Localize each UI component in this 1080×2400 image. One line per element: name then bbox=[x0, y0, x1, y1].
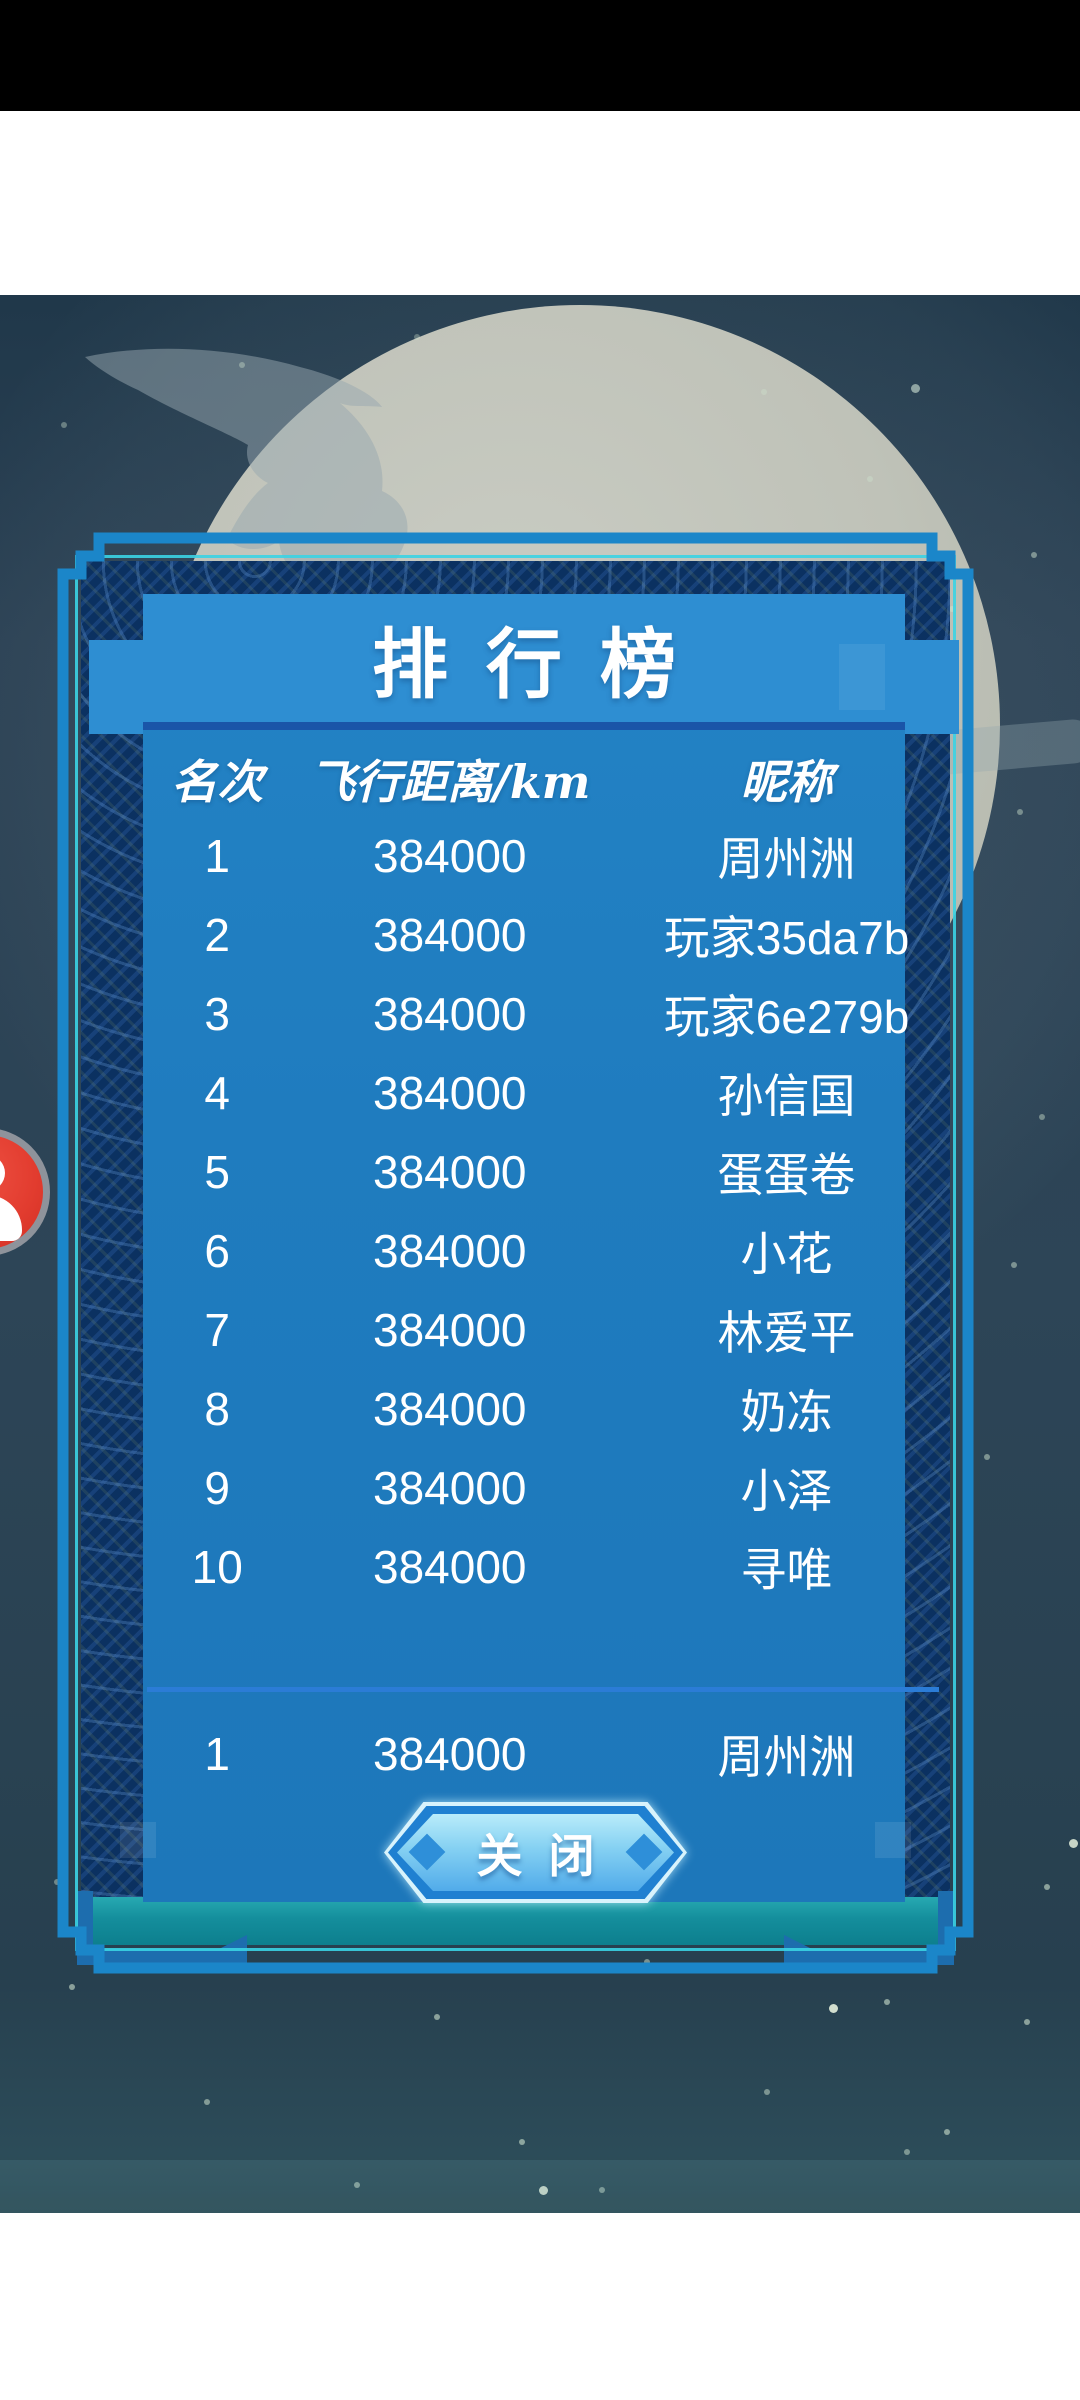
nickname-cell: 蛋蛋卷 bbox=[717, 1148, 856, 1201]
rank-cell: 2 bbox=[204, 908, 231, 961]
leaderboard-panel: 排行榜 名次 飞行距离/km 昵称 1 384000 周州洲 2 384000 … bbox=[51, 531, 980, 1975]
stars-bright bbox=[0, 295, 7, 302]
rank-cell: 4 bbox=[204, 1066, 231, 1119]
nickname-cell: 孙信国 bbox=[717, 1069, 856, 1122]
leaderboard-rows: 1 384000 周州洲 2 384000 玩家35da7b 3 384000 … bbox=[143, 816, 910, 1606]
leaderboard-content: 排行榜 名次 飞行距离/km 昵称 1 384000 周州洲 2 384000 … bbox=[89, 594, 959, 1902]
distance-cell: 384000 bbox=[373, 829, 527, 882]
distance-cell: 384000 bbox=[373, 1540, 527, 1593]
header-rank: 名次 bbox=[171, 755, 264, 809]
distance-cell: 384000 bbox=[373, 908, 527, 961]
rank-cell: 3 bbox=[204, 987, 231, 1040]
nickname-cell: 玩家6e279b bbox=[663, 990, 910, 1043]
rank-cell: 1 bbox=[204, 829, 231, 882]
table-header-row: 名次 飞行距离/km 昵称 bbox=[143, 742, 905, 816]
nickname-cell: 寻唯 bbox=[740, 1543, 833, 1596]
user-icon bbox=[0, 1155, 5, 1191]
distance-cell: 384000 bbox=[373, 987, 527, 1040]
corner-artifact-left bbox=[120, 1822, 156, 1858]
close-button[interactable]: 关闭 bbox=[384, 1802, 687, 1903]
header-band-step bbox=[839, 644, 885, 710]
user-icon-torso bbox=[0, 1195, 22, 1241]
rank-cell: 10 bbox=[191, 1540, 243, 1593]
header-separator bbox=[143, 722, 905, 730]
table-row: 5 384000 蛋蛋卷 bbox=[143, 1132, 905, 1211]
cloud-swirl bbox=[85, 348, 408, 590]
distance-cell: 384000 bbox=[373, 1461, 527, 1514]
header-distance: 飞行距离/km bbox=[309, 755, 591, 809]
table-row: 8 384000 奶冻 bbox=[143, 1369, 905, 1448]
table-row: 2 384000 玩家35da7b bbox=[143, 895, 909, 974]
nickname-cell: 周州洲 bbox=[717, 1730, 856, 1783]
table-row: 4 384000 孙信国 bbox=[143, 1053, 905, 1132]
panel-stepped-outline bbox=[57, 532, 974, 1974]
table-row: 3 384000 玩家6e279b bbox=[143, 974, 909, 1053]
distance-cell: 384000 bbox=[373, 1145, 527, 1198]
corner-artifact-right bbox=[875, 1822, 911, 1858]
panel-cyan-line bbox=[75, 555, 956, 1951]
table-row: 7 384000 林爱平 bbox=[143, 1290, 905, 1369]
distance-cell: 384000 bbox=[373, 1382, 527, 1435]
nickname-cell: 奶冻 bbox=[740, 1385, 833, 1438]
status-bar bbox=[0, 0, 1080, 111]
leaderboard-header-band: 排行榜 bbox=[89, 594, 959, 734]
header-nickname: 昵称 bbox=[740, 755, 833, 809]
leaderboard-title: 排行榜 bbox=[372, 620, 714, 709]
rank-cell: 8 bbox=[204, 1382, 231, 1435]
nickname-cell: 周州洲 bbox=[717, 832, 856, 885]
distance-cell: 384000 bbox=[373, 1303, 527, 1356]
nickname-cell: 小泽 bbox=[740, 1464, 833, 1517]
horizon-band bbox=[0, 2160, 1080, 2213]
table-row: 10 384000 寻唯 bbox=[143, 1527, 905, 1606]
rank-cell: 1 bbox=[204, 1727, 231, 1780]
user-badge-button[interactable] bbox=[0, 1128, 50, 1256]
distance-cell: 384000 bbox=[373, 1066, 527, 1119]
nickname-cell: 玩家35da7b bbox=[663, 911, 910, 964]
table-row: 9 384000 小泽 bbox=[143, 1448, 905, 1527]
player-row-divider bbox=[147, 1687, 939, 1692]
player-row: 1 384000 周州洲 bbox=[143, 1714, 905, 1793]
distance-cell: 384000 bbox=[373, 1727, 527, 1780]
rank-cell: 9 bbox=[204, 1461, 231, 1514]
distance-cell: 384000 bbox=[373, 1224, 527, 1277]
table-row: 1 384000 周州洲 bbox=[143, 816, 905, 895]
panel-bottom-teal-band bbox=[81, 1897, 950, 1945]
nickname-cell: 小花 bbox=[740, 1227, 833, 1280]
close-button-label: 关闭 bbox=[476, 1828, 621, 1883]
rank-cell: 5 bbox=[204, 1145, 231, 1198]
table-row: 6 384000 小花 bbox=[143, 1211, 905, 1290]
game-viewport: 排行榜 名次 飞行距离/km 昵称 1 384000 周州洲 2 384000 … bbox=[0, 295, 1080, 2213]
rank-cell: 6 bbox=[204, 1224, 231, 1277]
rank-cell: 7 bbox=[204, 1303, 231, 1356]
nickname-cell: 林爱平 bbox=[717, 1306, 856, 1359]
